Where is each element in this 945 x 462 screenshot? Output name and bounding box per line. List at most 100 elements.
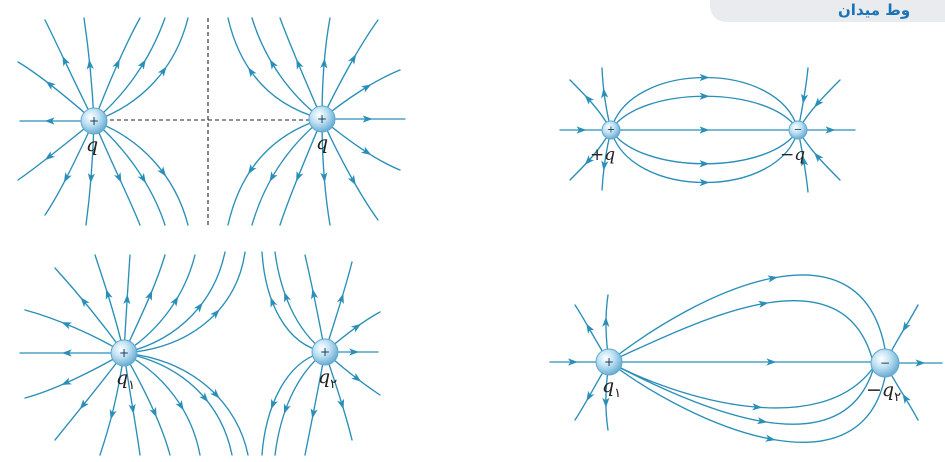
arrowhead-icon bbox=[576, 126, 587, 134]
arrowhead-icon bbox=[210, 388, 220, 399]
charge-label: q bbox=[602, 375, 614, 397]
charge-label: q bbox=[318, 366, 330, 388]
svg-text:q۲: q۲ bbox=[318, 366, 337, 392]
field-line bbox=[610, 129, 799, 184]
arrowhead-icon bbox=[814, 97, 824, 108]
arrowhead-icon bbox=[336, 293, 344, 305]
field-line bbox=[324, 261, 353, 353]
arrowhead-icon bbox=[44, 117, 55, 125]
arrowhead-icon bbox=[175, 400, 184, 411]
arrowhead-icon bbox=[157, 66, 167, 77]
arrowhead-icon bbox=[586, 323, 595, 334]
charge-sign: + bbox=[607, 125, 615, 136]
arrowhead-icon bbox=[61, 322, 72, 330]
arrowhead-icon bbox=[45, 80, 56, 90]
field-line bbox=[24, 309, 125, 354]
charge-subscript: ۲ bbox=[330, 377, 337, 392]
arrowhead-icon bbox=[210, 309, 220, 320]
field-line bbox=[93, 17, 141, 122]
charge-sign: − bbox=[794, 125, 802, 136]
arrowhead-icon bbox=[758, 300, 769, 308]
arrowhead-icon bbox=[199, 392, 209, 403]
field-line bbox=[93, 120, 141, 226]
arrowhead-icon bbox=[351, 372, 362, 382]
arrowhead-icon bbox=[123, 294, 131, 305]
arrowhead-icon bbox=[915, 359, 926, 367]
arrowhead-icon bbox=[247, 164, 257, 175]
arrowhead-icon bbox=[347, 54, 357, 65]
arrowhead-icon bbox=[347, 174, 356, 186]
arrowhead-icon bbox=[44, 151, 56, 161]
arrowhead-icon bbox=[902, 393, 911, 405]
field-line bbox=[93, 120, 189, 226]
arrowhead-icon bbox=[109, 409, 117, 420]
field-line bbox=[17, 61, 95, 122]
arrowhead-icon bbox=[311, 288, 319, 300]
charge-subscript: ۱ bbox=[614, 386, 621, 401]
field-line bbox=[93, 17, 166, 122]
arrowhead-icon bbox=[337, 398, 345, 410]
charge-subscript: ۲ bbox=[894, 390, 901, 405]
charge-label: −q bbox=[866, 379, 894, 401]
arrowhead-icon bbox=[360, 84, 372, 93]
panel-two-positive-equal bbox=[17, 17, 406, 226]
arrowhead-icon bbox=[170, 296, 179, 307]
field-line bbox=[24, 352, 125, 399]
charge-sign: − bbox=[880, 356, 890, 370]
arrowhead-icon bbox=[270, 297, 278, 308]
arrowhead-icon bbox=[320, 172, 328, 183]
arrowhead-icon bbox=[310, 408, 318, 419]
field-line bbox=[321, 118, 379, 221]
charge-p2-negative: − −q bbox=[780, 120, 808, 165]
field-line bbox=[608, 361, 874, 409]
arrowhead-icon bbox=[699, 126, 710, 134]
arrowhead-icon bbox=[79, 399, 89, 410]
arrowhead-icon bbox=[128, 403, 136, 415]
arrowhead-icon bbox=[296, 59, 304, 70]
field-line bbox=[608, 274, 886, 363]
arrowhead-icon bbox=[756, 417, 768, 425]
arrowhead-icon bbox=[602, 316, 610, 327]
charge-p1-left: + q bbox=[80, 107, 108, 156]
arrowhead-icon bbox=[801, 93, 809, 105]
section-title-banner: وط میدان bbox=[710, 0, 945, 22]
charge-label: q bbox=[116, 367, 128, 389]
arrowhead-icon bbox=[584, 155, 595, 166]
panel-dipole-equal bbox=[559, 67, 856, 193]
arrowhead-icon bbox=[61, 377, 72, 385]
field-line bbox=[17, 120, 95, 181]
arrowhead-icon bbox=[145, 290, 153, 301]
arrowhead-icon bbox=[284, 291, 291, 303]
arrowhead-icon bbox=[270, 398, 278, 410]
arrowhead-icon bbox=[584, 94, 595, 105]
arrowhead-icon bbox=[247, 67, 257, 78]
arrowhead-icon bbox=[296, 170, 304, 182]
field-line bbox=[123, 352, 201, 456]
arrowhead-icon bbox=[801, 155, 809, 167]
arrowhead-icon bbox=[766, 358, 777, 366]
arrowhead-icon bbox=[586, 390, 595, 402]
arrowhead-icon bbox=[137, 59, 146, 70]
svg-text:q۱: q۱ bbox=[116, 367, 135, 393]
field-line bbox=[123, 254, 131, 354]
field-line bbox=[608, 361, 874, 425]
arrowhead-icon bbox=[269, 59, 278, 70]
field-lines-panel-1 bbox=[17, 17, 406, 226]
field-line bbox=[608, 299, 873, 363]
field-line bbox=[94, 254, 125, 354]
field-line bbox=[274, 251, 326, 353]
charge-subscript: ۱ bbox=[128, 378, 135, 393]
arrowhead-icon bbox=[193, 302, 203, 313]
arrowhead-icon bbox=[767, 275, 778, 283]
arrowhead-icon bbox=[87, 173, 95, 184]
charge-p4-q2: − −q۲ bbox=[866, 348, 901, 405]
field-line bbox=[304, 254, 326, 353]
arrowhead-icon bbox=[360, 146, 372, 156]
arrowhead-icon bbox=[602, 397, 610, 408]
field-line bbox=[93, 17, 189, 122]
arrowhead-icon bbox=[149, 406, 157, 418]
field-line bbox=[123, 254, 196, 354]
field-line bbox=[54, 352, 125, 441]
charge-label: −q bbox=[780, 145, 805, 165]
